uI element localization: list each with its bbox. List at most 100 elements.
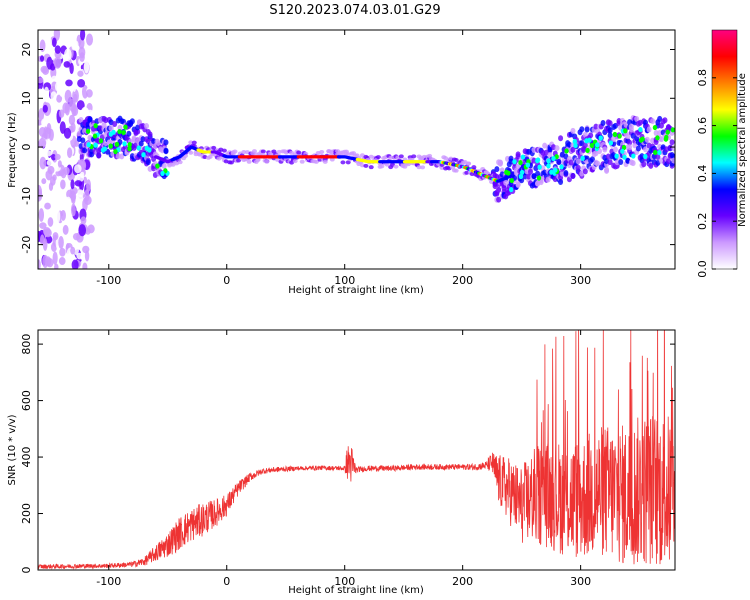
spectrogram-cell [63, 61, 71, 68]
spectrogram-cell [522, 173, 528, 180]
spectrogram-cell [296, 150, 302, 155]
spectrogram-cell [129, 118, 135, 125]
spectrogram-cell [60, 265, 68, 269]
spectrogram-cell [553, 167, 558, 173]
spectrogram-cell [52, 37, 57, 48]
snr-series-line [38, 330, 675, 570]
spectrogram-cell [546, 163, 551, 169]
spectrogram-cell [563, 169, 569, 176]
spectrogram-cell [627, 139, 633, 146]
spectrogram-cell [504, 169, 509, 175]
spectrogram-cell [570, 146, 576, 153]
spectrogram-cell [589, 142, 595, 149]
spectrogram-cell [38, 137, 47, 149]
spectrogram-cell [64, 48, 72, 62]
spectrogram-cell [54, 153, 61, 160]
spectrogram-cell [570, 127, 576, 134]
spectrogram-cell [77, 78, 86, 88]
spectrogram-cell [123, 124, 128, 130]
spectrogram-cell [136, 145, 141, 151]
spectrogram-cell [47, 217, 54, 227]
spectrogram-cell [60, 179, 66, 190]
spectrogram-cell [85, 76, 91, 84]
spectrogram-cell [70, 203, 76, 217]
spectrogram-cell [40, 65, 49, 74]
y-tick-label: 10 [20, 91, 33, 105]
spectrogram-cell [52, 100, 58, 110]
spectrogram-cell [86, 33, 94, 46]
spectrogram-x-label: Height of straight line (km) [288, 285, 424, 296]
spectrogram-cell [494, 166, 500, 173]
y-tick-label: 0 [20, 567, 33, 574]
spectrogram-cell [616, 118, 622, 125]
y-tick-label: 600 [20, 390, 33, 411]
spectrogram-marks [38, 30, 675, 269]
snr-marks [38, 330, 675, 570]
spectrogram-cell [570, 173, 576, 180]
spectrogram-cell [59, 247, 66, 257]
spectrogram-cell [499, 171, 505, 178]
spectrogram-cell [221, 148, 227, 153]
spectrogram-cell [363, 163, 369, 168]
spectrogram-cell [646, 126, 652, 133]
spectrogram-cell [127, 142, 132, 148]
spectrogram-cell [241, 150, 247, 155]
spectrogram-cell [49, 63, 56, 71]
spectrogram-cell [147, 131, 153, 138]
spectrogram-cell [573, 142, 578, 149]
spectrogram-cell [43, 86, 50, 99]
spectrogram-cell [108, 125, 114, 132]
spectrogram-cell [608, 140, 614, 146]
spectrogram-cell [60, 209, 66, 221]
spectrogram-cell [575, 158, 581, 165]
spectrogram-cell [84, 189, 90, 202]
snr-plot-area [38, 330, 675, 570]
spectrogram-cell [605, 153, 611, 160]
spectrogram-cell [536, 175, 542, 181]
spectrogram-cell [585, 147, 590, 153]
spectrogram-cell [54, 45, 61, 54]
spectrogram-cell [112, 120, 118, 127]
spectrogram-cell [236, 158, 242, 163]
spectrogram-cell [652, 124, 658, 131]
spectrogram-cell [58, 84, 66, 97]
spectrogram-cell [299, 159, 305, 164]
spectrogram-cell [113, 149, 118, 155]
spectrogram-cell [76, 173, 84, 183]
spectrogram-cell [558, 135, 564, 142]
spectrogram-cell [138, 140, 144, 147]
spectrogram-cell [108, 143, 113, 149]
spectrogram-cell [54, 82, 60, 92]
spectrogram-cell [119, 153, 125, 160]
y-tick-label: -10 [20, 187, 33, 205]
spectrogram-cell [69, 186, 78, 195]
spectrogram-cell [43, 228, 52, 238]
spectrogram-cell [228, 160, 234, 165]
snr-y-label: SNR (10 * v/v) [7, 414, 18, 485]
snr-x-label: Height of straight line (km) [288, 585, 424, 596]
spectrogram-cell [607, 127, 613, 134]
spectrogram-cell [547, 152, 553, 159]
spectrogram-cell [42, 238, 48, 251]
spectrogram-cell [38, 208, 45, 222]
spectrogram-cell [126, 130, 132, 137]
colorbar-gradient [711, 29, 738, 270]
spectrogram-cell [402, 164, 408, 169]
spectrogram-cell [653, 139, 659, 146]
spectrogram-cell [582, 142, 588, 149]
spectrogram-cell [525, 162, 531, 168]
spectrogram-cell [614, 153, 619, 159]
spectrogram-cell [48, 182, 54, 191]
spectrogram-cell [260, 149, 266, 154]
spectrogram-cell [62, 224, 69, 235]
x-tick-label: 200 [452, 274, 473, 287]
spectrogram-cell [117, 128, 122, 135]
spectrogram-cell [519, 169, 525, 175]
spectrogram-cell [127, 146, 132, 152]
spectrogram-cell [160, 170, 165, 177]
spectrogram-cell [122, 141, 127, 147]
spectrogram-cell [607, 132, 613, 139]
spectrogram-cell [163, 139, 169, 146]
spectrogram-cell [503, 179, 509, 186]
spectrogram-cell [531, 157, 537, 164]
